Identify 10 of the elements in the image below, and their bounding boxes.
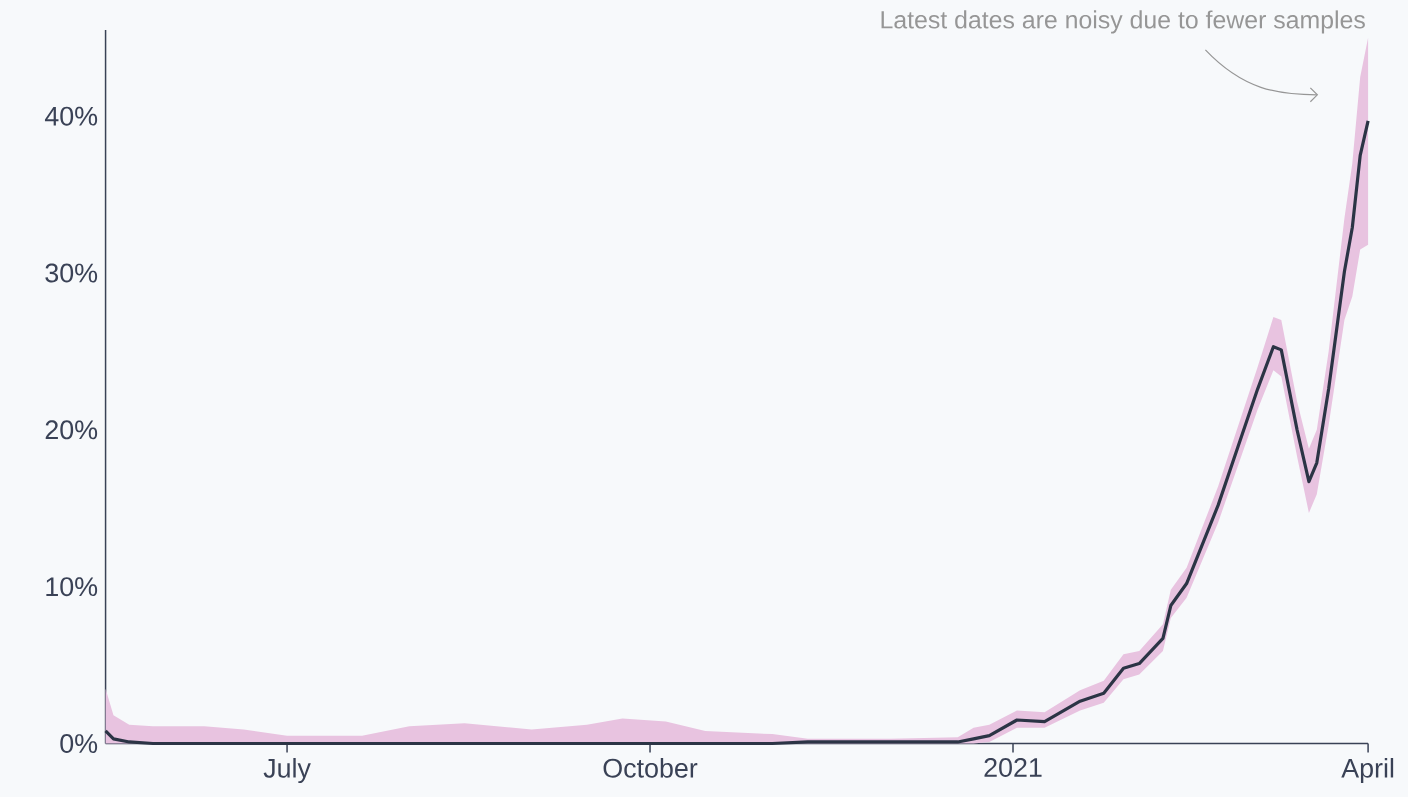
annotation: Latest dates are noisy due to fewer samples: [881, 10, 1365, 34]
x-tick-label: July: [263, 757, 311, 783]
x-tick-label: April: [1341, 757, 1394, 783]
y-tick-label: 30%: [45, 263, 98, 283]
x-tick-label: October: [603, 757, 698, 778]
y-tick-label: 40%: [44, 106, 98, 126]
y-tick-label: 10%: [46, 576, 98, 596]
y-tick-label: 20%: [45, 420, 98, 440]
x-tick-label: 2021: [984, 757, 1042, 777]
y-tick-label: 0%: [60, 733, 98, 753]
